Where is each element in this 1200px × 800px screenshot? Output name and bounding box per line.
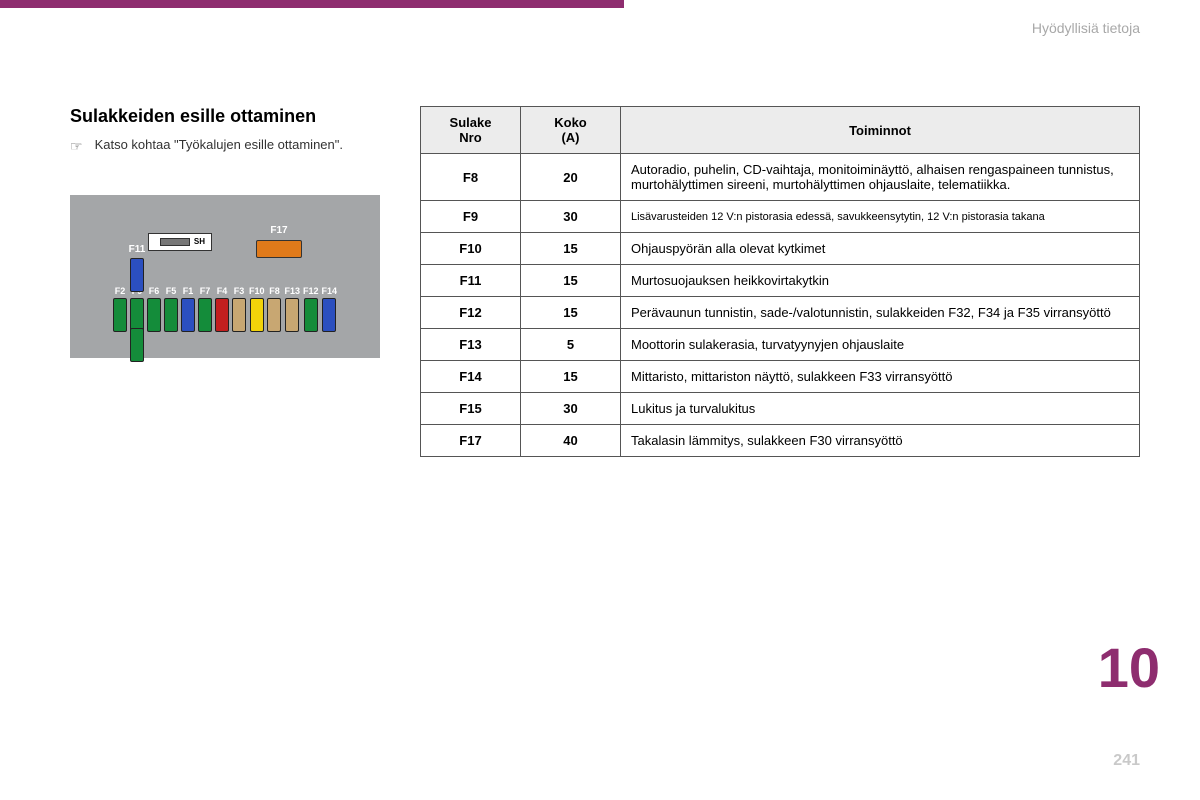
fuse-col: F13 [284, 286, 300, 332]
cell-nro: F10 [421, 233, 521, 265]
fuse-label: F3 [234, 286, 245, 296]
cell-nro: F11 [421, 265, 521, 297]
table-row: F1015Ohjauspyörän alla olevat kytkimet [421, 233, 1140, 265]
fuse-label: F12 [303, 286, 319, 296]
fuse-col: F8 [267, 286, 281, 332]
th-nro: SulakeNro [421, 107, 521, 154]
table-row: F820Autoradio, puhelin, CD-vaihtaja, mon… [421, 154, 1140, 201]
sh-label: SH [194, 237, 205, 246]
fuse-box [250, 298, 264, 332]
fuse-col: F9F11F15 [130, 286, 144, 332]
fuse-col: F2 [113, 286, 127, 332]
fuse-box [181, 298, 195, 332]
fuse-box [215, 298, 229, 332]
table-row: F1415Mittaristo, mittariston näyttö, sul… [421, 361, 1140, 393]
fuse-diagram: SH F17 F2 F9F11F15 F6 F5 F1 F7 F4 F3 F10 F8 F13F12… [70, 195, 380, 358]
fuse-label: F6 [149, 286, 160, 296]
cell-nro: F12 [421, 297, 521, 329]
fuse-col: F5 [164, 286, 178, 332]
fuse-label: F8 [269, 286, 280, 296]
header-right-text: Hyödyllisiä tietoja [0, 8, 1200, 36]
table-row: F930Lisävarusteiden 12 V:n pistorasia ed… [421, 201, 1140, 233]
f17-label: F17 [270, 225, 287, 236]
fuse-box [232, 298, 246, 332]
fuse-box [198, 298, 212, 332]
th-koko: Koko(A) [521, 107, 621, 154]
fuse-col: F6 [147, 286, 161, 332]
fuse-label: F1 [183, 286, 194, 296]
f11-label: F11 [129, 244, 146, 255]
fuse-label: F2 [115, 286, 126, 296]
accent-bar-fill [0, 0, 624, 8]
cell-nro: F8 [421, 154, 521, 201]
page-number: 241 [1113, 752, 1140, 770]
cell-koko: 30 [521, 393, 621, 425]
f17-fuse [256, 240, 302, 258]
chapter-number: 10 [1098, 635, 1160, 700]
fuse-col: F7 [198, 286, 212, 332]
fuse-box [304, 298, 318, 332]
fuse-col: F4 [215, 286, 229, 332]
f15-fuse [130, 328, 144, 362]
fuse-col: F10 [249, 286, 265, 332]
th-fn: Toiminnot [621, 107, 1140, 154]
cell-nro: F15 [421, 393, 521, 425]
cell-fn: Lukitus ja turvalukitus [621, 393, 1140, 425]
cell-fn: Ohjauspyörän alla olevat kytkimet [621, 233, 1140, 265]
fuse-box [322, 298, 336, 332]
cell-koko: 5 [521, 329, 621, 361]
cell-nro: F14 [421, 361, 521, 393]
table-row: F1530Lukitus ja turvalukitus [421, 393, 1140, 425]
fuse-table: SulakeNro Koko(A) Toiminnot F820Autoradi… [420, 106, 1140, 457]
hint-row: ☞ Katso kohtaa "Työkalujen esille ottami… [70, 137, 390, 155]
cell-koko: 15 [521, 361, 621, 393]
hint-text: Katso kohtaa "Työkalujen esille ottamine… [95, 137, 343, 152]
sh-inner [160, 238, 190, 246]
f11-fuse [130, 258, 144, 292]
table-row: F1115Murtosuojauksen heikkovirtakytkin [421, 265, 1140, 297]
accent-bar-rest [624, 0, 1200, 8]
fuse-label: F7 [200, 286, 211, 296]
fuse-col: F14 [322, 286, 338, 332]
sh-box: SH [148, 233, 212, 251]
cell-fn: Perävaunun tunnistin, sade-/valotunnisti… [621, 297, 1140, 329]
cell-fn: Takalasin lämmitys, sulakkeen F30 virran… [621, 425, 1140, 457]
cell-fn: Autoradio, puhelin, CD-vaihtaja, monitoi… [621, 154, 1140, 201]
fuse-label: F14 [322, 286, 338, 296]
fuse-box [267, 298, 281, 332]
cell-koko: 15 [521, 297, 621, 329]
cell-fn: Murtosuojauksen heikkovirtakytkin [621, 265, 1140, 297]
table-row: F1740Takalasin lämmitys, sulakkeen F30 v… [421, 425, 1140, 457]
fuse-label: F13 [284, 286, 300, 296]
cell-nro: F9 [421, 201, 521, 233]
section-title: Sulakkeiden esille ottaminen [70, 106, 390, 127]
fuse-col: F1 [181, 286, 195, 332]
cell-fn: Moottorin sulakerasia, turvatyynyjen ohj… [621, 329, 1140, 361]
fuse-box [164, 298, 178, 332]
fuse-main-row: F2 F9F11F15 F6 F5 F1 F7 F4 F3 F10 F8 F13F12F14 [82, 286, 368, 332]
cell-koko: 30 [521, 201, 621, 233]
fuse-label: F4 [217, 286, 228, 296]
table-row: F135Moottorin sulakerasia, turvatyynyjen… [421, 329, 1140, 361]
table-row: F1215Perävaunun tunnistin, sade-/valotun… [421, 297, 1140, 329]
pointer-icon: ☞ [70, 138, 83, 155]
fuse-box [285, 298, 299, 332]
fuse-box [113, 298, 127, 332]
fuse-col: F12 [303, 286, 319, 332]
f15-label: F15 [128, 365, 145, 376]
fuse-box [130, 298, 144, 332]
cell-koko: 15 [521, 265, 621, 297]
cell-koko: 15 [521, 233, 621, 265]
cell-koko: 20 [521, 154, 621, 201]
fuse-label: F10 [249, 286, 265, 296]
cell-fn: Lisävarusteiden 12 V:n pistorasia edessä… [621, 201, 1140, 233]
top-accent-bar [0, 0, 1200, 8]
fuse-label: F5 [166, 286, 177, 296]
cell-koko: 40 [521, 425, 621, 457]
cell-nro: F13 [421, 329, 521, 361]
cell-fn: Mittaristo, mittariston näyttö, sulakkee… [621, 361, 1140, 393]
fuse-box [147, 298, 161, 332]
fuse-col: F3 [232, 286, 246, 332]
cell-nro: F17 [421, 425, 521, 457]
